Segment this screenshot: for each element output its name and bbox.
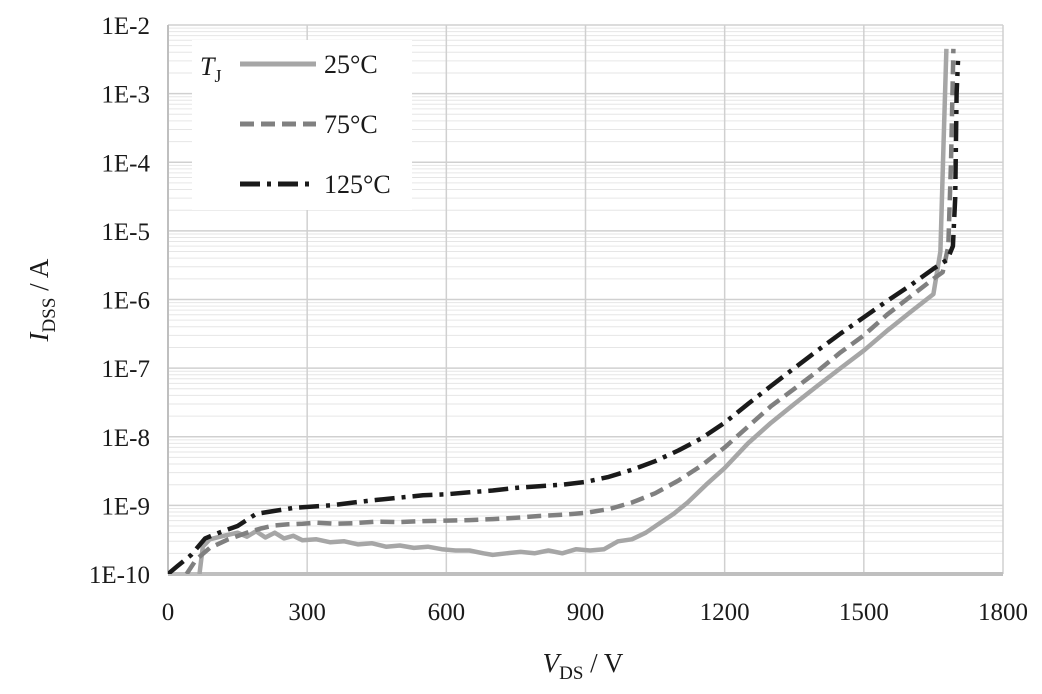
y-axis-title: IDSS / A <box>24 258 60 342</box>
legend-label-2: 125°C <box>324 170 391 199</box>
series-line-0 <box>197 48 949 574</box>
x-tick-label: 1800 <box>978 599 1028 626</box>
legend-entries: 25°C 75°C 125°C <box>240 50 391 199</box>
y-tick-label: 1E-4 <box>101 150 150 177</box>
legend-label-1: 75°C <box>324 110 378 139</box>
x-tick-label: 300 <box>288 599 326 626</box>
y-tick-label: 1E-8 <box>101 425 150 452</box>
legend-title: TJ <box>200 52 221 86</box>
y-tick-label: 1E-6 <box>101 288 150 315</box>
legend-label-0: 25°C <box>324 50 378 79</box>
legend: TJ 25°C 75°C 125°C <box>192 40 412 210</box>
x-tick-label: 1500 <box>839 599 889 626</box>
x-axis-title: VDS / V <box>543 648 624 684</box>
y-tick-label: 1E-7 <box>101 356 150 383</box>
series-line-2 <box>168 60 961 574</box>
axes <box>167 25 1003 576</box>
y-tick-label: 1E-9 <box>101 493 150 520</box>
y-tick-label: 1E-3 <box>101 82 150 109</box>
y-tick-labels: 1E-10 1E-9 1E-8 1E-7 1E-6 1E-5 1E-4 1E-3 1E-2 <box>89 13 151 589</box>
x-tick-label: 0 <box>162 599 175 626</box>
x-tick-labels: 0 300 600 900 1200 1500 1800 <box>162 599 1028 626</box>
y-tick-label: 1E-10 <box>89 562 150 589</box>
y-tick-label: 1E-5 <box>101 219 150 246</box>
x-tick-label: 1200 <box>700 599 750 626</box>
x-tick-label: 600 <box>428 599 466 626</box>
y-tick-label: 1E-2 <box>101 13 150 40</box>
series-line-1 <box>184 48 956 574</box>
x-tick-label: 900 <box>567 599 605 626</box>
series-layer <box>168 48 961 574</box>
legend-background <box>192 40 412 210</box>
